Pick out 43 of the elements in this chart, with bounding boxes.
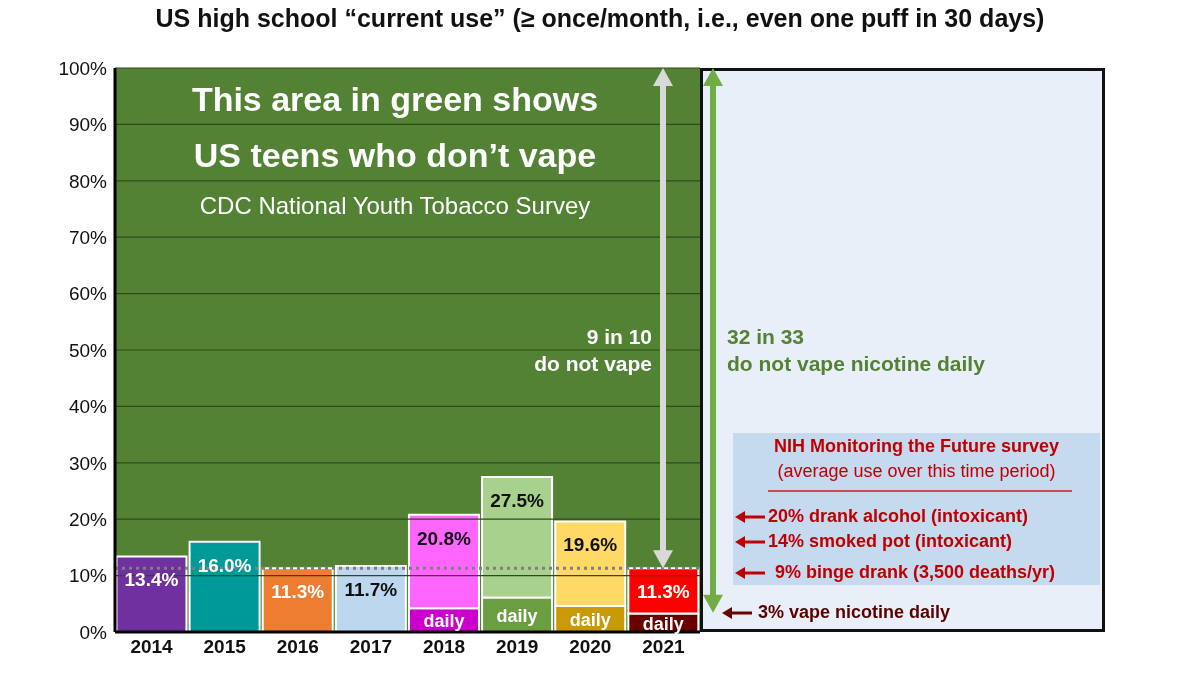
y-tick-label: 0% bbox=[79, 621, 108, 643]
x-tick-label: 2014 bbox=[130, 636, 174, 658]
total-label: 16.0% bbox=[197, 554, 252, 576]
total-label: 11.3% bbox=[636, 581, 690, 603]
y-tick-label: 10% bbox=[68, 565, 108, 587]
y-tick-label: 60% bbox=[68, 283, 108, 305]
y-tick-label: 30% bbox=[68, 452, 108, 474]
text: 20% drank alcohol (intoxicant) bbox=[768, 506, 1029, 527]
annotation: CDC National Youth Tobacco Survey bbox=[198, 192, 592, 220]
text: 32 in 33 do not vape nicotine daily bbox=[727, 324, 986, 377]
text: 3% vape nicotine daily bbox=[758, 602, 951, 623]
text: daily bbox=[569, 610, 611, 631]
total-label: 11.7% bbox=[344, 579, 398, 601]
total-label: 27.5% bbox=[490, 489, 545, 511]
text: NIH Monitoring the Future survey bbox=[773, 436, 1060, 457]
x-tick-label: 2020 bbox=[569, 636, 612, 658]
x-tick-label: 2016 bbox=[276, 636, 319, 658]
text: daily bbox=[496, 605, 538, 626]
total-label: 20.8% bbox=[417, 527, 471, 549]
y-tick-label: 70% bbox=[68, 226, 108, 248]
x-tick-label: 2017 bbox=[349, 636, 393, 658]
x-tick-label: 2018 bbox=[422, 636, 466, 658]
chart-title: US high school “current use” (≥ once/month, i.e., even one puff in 30 days) bbox=[154, 4, 1046, 33]
y-tick-label: 20% bbox=[68, 508, 108, 530]
text: (average use over this time period) bbox=[776, 461, 1057, 482]
x-tick-label: 2021 bbox=[642, 636, 685, 658]
annotation: 9 in 10 do not vape bbox=[533, 324, 652, 377]
text: daily bbox=[423, 611, 465, 632]
y-tick-label: 40% bbox=[68, 396, 108, 418]
legend-label: daily bbox=[642, 613, 684, 634]
annotation: US teens who don’t vape bbox=[192, 136, 598, 175]
text: 14% smoked pot (intoxicant) bbox=[768, 531, 1013, 552]
y-tick-label: 90% bbox=[68, 114, 108, 136]
total-label: 13.4% bbox=[124, 569, 179, 591]
total-label: 11.3% bbox=[271, 581, 325, 603]
text: 9% binge drank (3,500 deaths/yr) bbox=[775, 562, 1056, 583]
x-tick-label: 2015 bbox=[203, 636, 247, 658]
y-tick-label: 50% bbox=[68, 339, 108, 361]
x-tick-label: 2019 bbox=[496, 636, 539, 658]
total-label: 19.6% bbox=[563, 534, 618, 556]
y-tick-label: 80% bbox=[68, 170, 108, 192]
y-tick-label: 100% bbox=[58, 57, 108, 79]
annotation: This area in green shows bbox=[190, 80, 600, 119]
